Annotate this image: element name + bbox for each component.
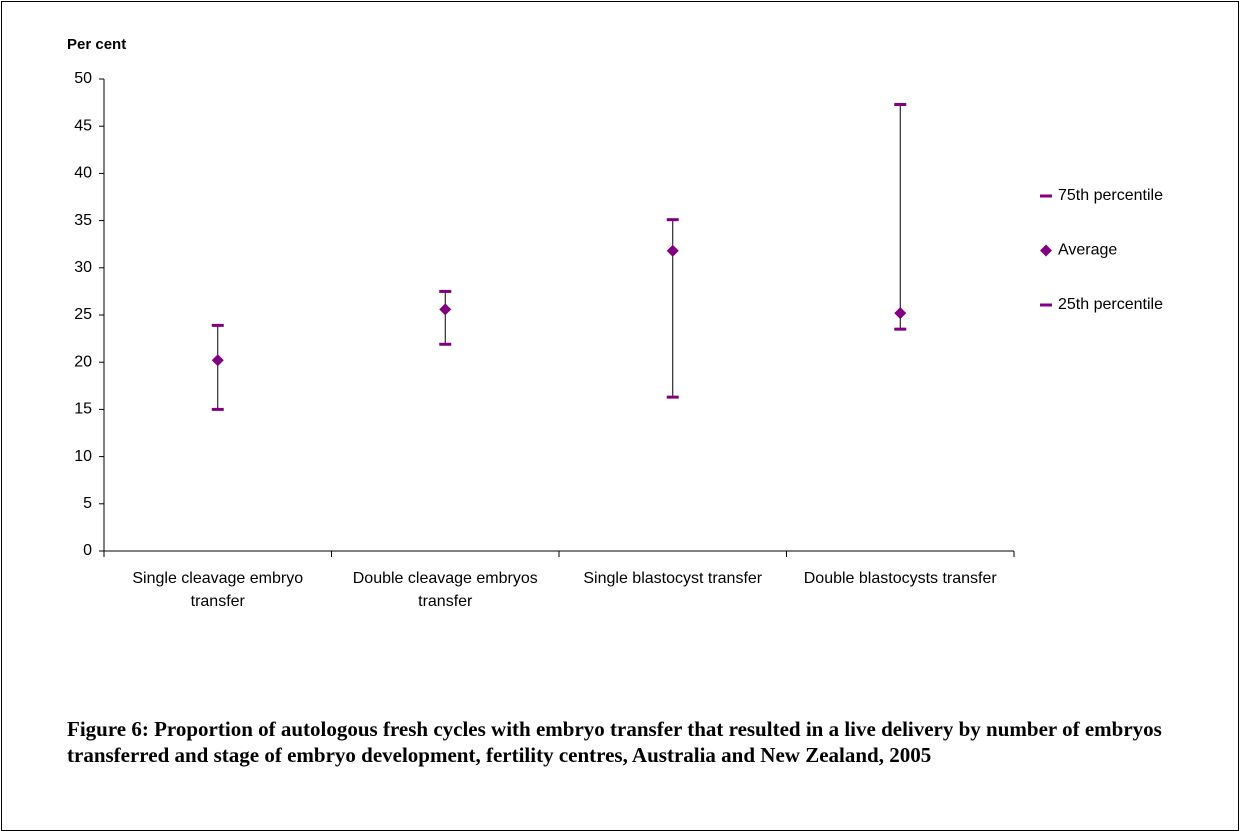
y-tick-label: 25 bbox=[74, 306, 92, 323]
x-tick-label: Single cleavage embryo transfer bbox=[132, 570, 304, 610]
y-tick-label: 0 bbox=[83, 542, 92, 559]
average-marker bbox=[894, 307, 907, 320]
y-tick-label: 45 bbox=[74, 117, 92, 134]
average-marker bbox=[666, 244, 679, 257]
y-tick-label: 20 bbox=[74, 353, 92, 370]
caption: Figure 6: Proportion of autologous fresh… bbox=[67, 717, 1162, 767]
y-tick-label: 10 bbox=[74, 448, 92, 465]
y-tick-label: 40 bbox=[74, 165, 92, 182]
y-tick-label: 30 bbox=[74, 259, 92, 276]
legend-label: 75th percentile bbox=[1058, 187, 1163, 204]
average-marker bbox=[211, 354, 224, 367]
y-tick-label: 5 bbox=[83, 495, 92, 512]
legend-label: Average bbox=[1058, 242, 1117, 259]
x-tick-label: Double cleavage embryos transfer bbox=[352, 570, 538, 610]
y-tick-label: 15 bbox=[74, 401, 92, 418]
legend-marker bbox=[1040, 244, 1052, 257]
x-tick-label: Single blastocyst transfer bbox=[583, 570, 763, 587]
y-axis-label: Per cent bbox=[67, 36, 126, 53]
average-marker bbox=[439, 303, 452, 316]
y-tick-label: 50 bbox=[74, 70, 92, 87]
x-tick-label: Double blastocysts transfer bbox=[803, 570, 997, 587]
legend-label: 25th percentile bbox=[1058, 296, 1163, 313]
y-tick-label: 35 bbox=[74, 212, 92, 229]
